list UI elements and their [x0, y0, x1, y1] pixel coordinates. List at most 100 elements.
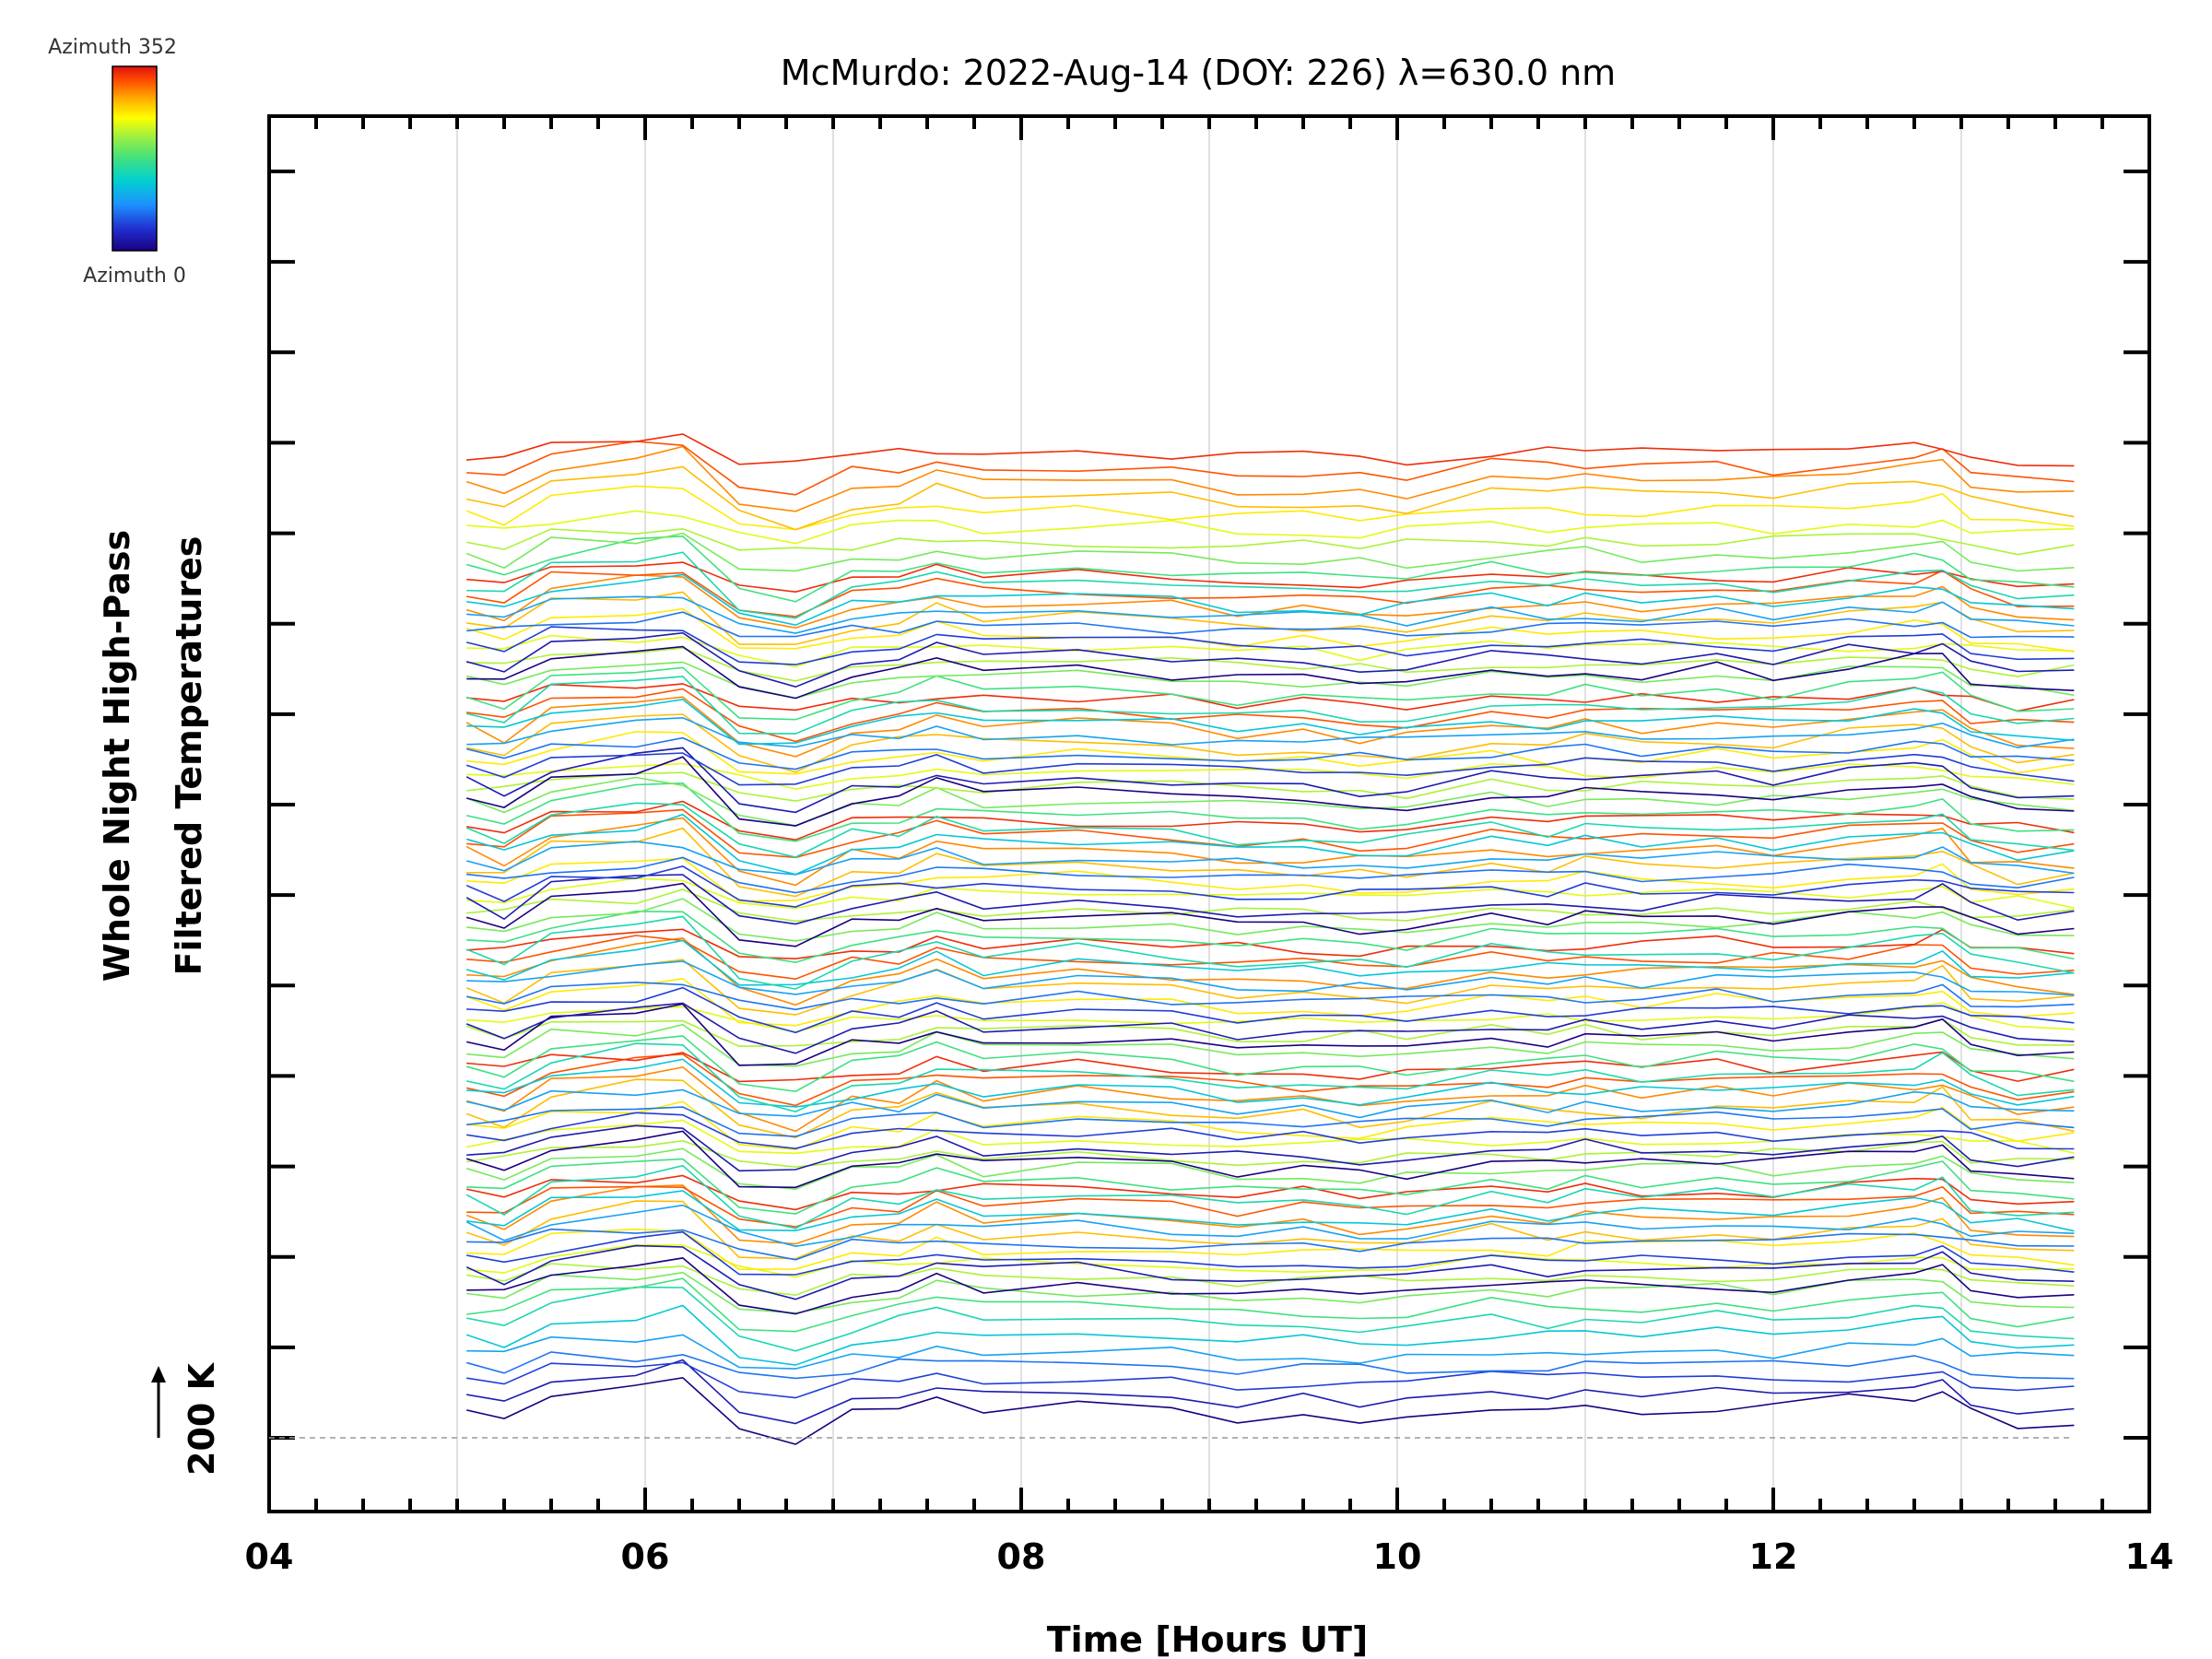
x-tick-label: 06 [621, 1536, 670, 1577]
azimuth-trace [466, 626, 2075, 665]
azimuth-trace [466, 1277, 2075, 1333]
data-series-group [465, 433, 2075, 1445]
azimuth-trace [466, 634, 2075, 668]
azimuth-trace [465, 607, 2075, 653]
scale-marker: 200 K [151, 1361, 222, 1476]
azimuth-trace [465, 485, 2075, 531]
azimuth-trace [466, 1174, 2075, 1211]
azimuth-trace [465, 1244, 2075, 1300]
azimuth-trace [466, 731, 2075, 775]
azimuth-trace [466, 441, 2075, 496]
azimuth-trace [466, 433, 2075, 467]
azimuth-trace [466, 570, 2075, 618]
azimuth-trace [466, 611, 2075, 639]
azimuth-trace [465, 874, 2075, 925]
azimuth-trace [466, 935, 2075, 981]
azimuth-trace [466, 465, 2075, 531]
scale-marker-label: 200 K [182, 1361, 222, 1476]
azimuth-trace [465, 959, 2075, 1016]
azimuth-trace [465, 1065, 2075, 1133]
x-tick-label: 04 [245, 1536, 294, 1577]
azimuth-trace [466, 1376, 2075, 1445]
azimuth-trace [466, 1100, 2075, 1151]
x-tick-label: 10 [1373, 1536, 1422, 1577]
azimuth-trace [465, 1200, 2075, 1260]
azimuth-trace [466, 1112, 2075, 1150]
azimuth-trace [465, 865, 2075, 908]
scale-arrow-head-icon [151, 1366, 166, 1382]
x-tick-label: 14 [2125, 1536, 2174, 1577]
azimuth-trace [465, 1184, 2075, 1245]
azimuth-trace [465, 1204, 2075, 1248]
azimuth-trace [465, 1304, 2075, 1366]
azimuth-trace [466, 1106, 2075, 1137]
azimuth-trace [466, 1158, 2075, 1215]
azimuth-trace [465, 915, 2075, 990]
azimuth-trace [466, 1088, 2075, 1119]
azimuth-trace [466, 756, 2075, 827]
azimuth-trace [466, 1124, 2075, 1172]
azimuth-trace [466, 928, 2075, 960]
azimuth-trace [466, 800, 2075, 841]
azimuth-trace [466, 1058, 2075, 1108]
azimuth-trace [466, 683, 2075, 712]
azimuth-trace [465, 817, 2075, 887]
azimuth-trace [465, 882, 2075, 947]
azimuth-trace [466, 1361, 2075, 1399]
azimuth-trace [466, 1243, 2075, 1278]
azimuth-trace [465, 445, 2075, 512]
azimuth-trace [465, 747, 2075, 814]
azimuth-trace [465, 574, 2075, 629]
azimuth-trace [465, 841, 2075, 876]
azimuth-trace [466, 771, 2075, 802]
azimuth-trace [465, 535, 2075, 603]
y-axis-ticks [269, 170, 2149, 1440]
azimuth-trace [466, 877, 2075, 910]
x-tick-label: 12 [1749, 1536, 1798, 1577]
azimuth-trace [465, 1164, 2075, 1230]
azimuth-trace [466, 898, 2075, 942]
x-tick-label: 08 [997, 1536, 1046, 1577]
azimuth-trace [466, 1359, 2075, 1425]
y-axis-label-line1: Whole Night High-Pass [97, 530, 137, 982]
azimuth-trace [466, 986, 2075, 1034]
azimuth-trace [465, 1018, 2075, 1048]
azimuth-trace [466, 1228, 2075, 1271]
azimuth-trace [465, 631, 2075, 688]
azimuth-trace [465, 813, 2075, 876]
azimuth-trace [466, 1003, 2075, 1066]
azimuth-trace [465, 939, 2075, 986]
azimuth-trace [465, 1035, 2075, 1093]
azimuth-trace [466, 736, 2075, 771]
x-axis-ticks: 04 06 08 10 12 14 [245, 116, 2174, 1577]
azimuth-trace [466, 645, 2075, 700]
azimuth-trace [466, 1263, 2075, 1297]
azimuth-trace [466, 561, 2075, 594]
azimuth-trace [466, 676, 2075, 735]
azimuth-trace [465, 1078, 2075, 1139]
azimuth-trace [466, 856, 2075, 894]
azimuth-trace [466, 1139, 2075, 1169]
chart-title: McMurdo: 2022-Aug-14 (DOY: 226) λ=630.0 … [781, 53, 1616, 93]
azimuth-trace [466, 510, 2075, 545]
x-axis-label: Time [Hours UT] [1047, 1619, 1369, 1659]
y-axis-label-line2: Filtered Temperatures [169, 536, 209, 976]
azimuth-trace [466, 827, 2075, 898]
azimuth-trace [466, 782, 2075, 842]
azimuth-trace [466, 1042, 2075, 1112]
azimuth-trace [466, 713, 2075, 773]
colorbar-bottom-label: Azimuth 0 [83, 265, 186, 288]
azimuth-trace [465, 666, 2075, 721]
azimuth-trace [465, 1147, 2075, 1191]
azimuth-trace [466, 1190, 2075, 1232]
azimuth-trace [466, 981, 2075, 1011]
azimuth-trace [466, 595, 2075, 634]
colorbar-top-label: Azimuth 352 [48, 36, 177, 59]
azimuth-trace [466, 910, 2075, 964]
azimuth-trace [466, 1023, 2075, 1067]
azimuth-trace [466, 1257, 2075, 1315]
azimuth-trace [466, 661, 2075, 700]
azimuth-trace [466, 698, 2075, 746]
azimuth-trace [466, 1228, 2075, 1261]
